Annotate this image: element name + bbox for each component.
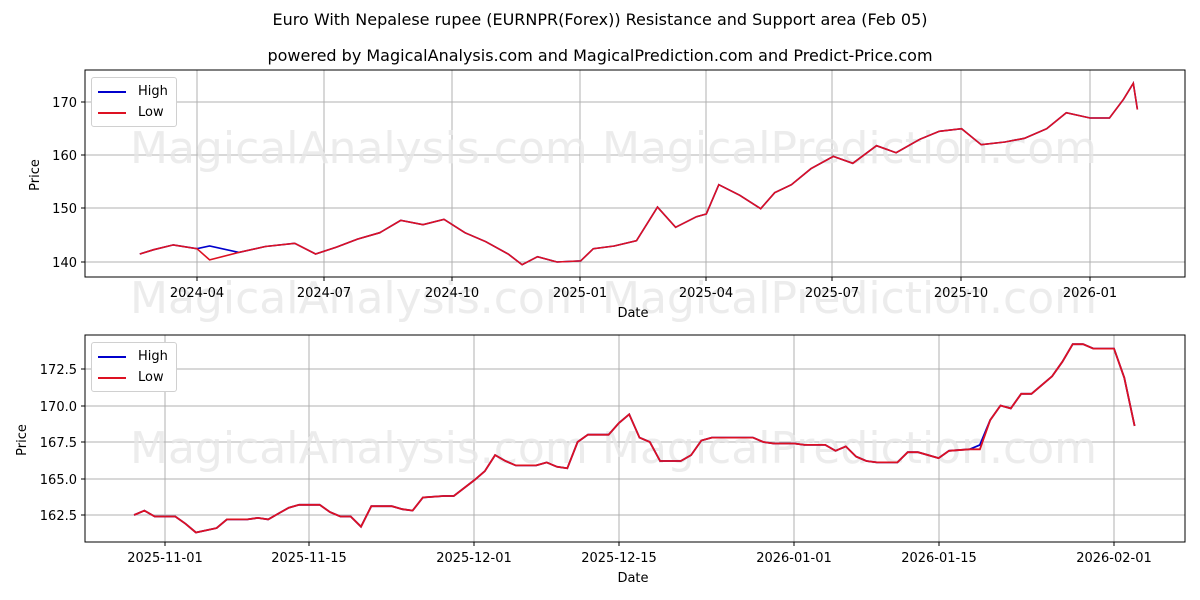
bottom-low-line <box>133 343 1136 534</box>
xtick-label: 2025-12-15 <box>581 551 657 566</box>
legend-swatch-high <box>98 355 126 358</box>
top-xlabel: Date <box>617 306 648 321</box>
xtick-label: 2025-07 <box>805 286 859 301</box>
top-ticks: 170 160 150 140 2024-04 2024-07 2024-10 2025-01… <box>52 96 1117 301</box>
xtick-label: 2025-04 <box>679 286 733 301</box>
top-panel: MagicalAnalysis.com MagicalPrediction.co… <box>28 69 1186 324</box>
xtick-label: 2026-01-15 <box>901 551 977 566</box>
top-legend: High Low <box>91 77 177 127</box>
legend-item-high: High <box>98 81 168 102</box>
ytick-label: 170.0 <box>40 400 77 415</box>
watermark-top-2: MagicalPrediction.com <box>602 123 1097 174</box>
legend-label-low: Low <box>138 370 164 385</box>
watermark-bottom-2: MagicalPrediction.com <box>602 423 1097 474</box>
xtick-label: 2024-04 <box>170 286 224 301</box>
legend-label-low: Low <box>138 105 164 120</box>
bottom-ylabel: Price <box>15 424 30 456</box>
bottom-ticks: 172.5 170.0 167.5 165.0 162.5 2025-11-01 2025-… <box>40 363 1152 566</box>
xtick-label: 2025-01 <box>553 286 607 301</box>
watermark-top-4: MagicalPrediction.com <box>602 273 1097 324</box>
legend-item-low: Low <box>98 367 168 388</box>
ytick-label: 170 <box>52 96 77 111</box>
legend-label-high: High <box>138 84 168 99</box>
xtick-label: 2025-11-01 <box>127 551 203 566</box>
xtick-label: 2026-01 <box>1063 286 1117 301</box>
top-ylabel: Price <box>28 159 43 191</box>
legend-label-high: High <box>138 349 168 364</box>
top-axes-frame <box>84 69 1186 278</box>
bottom-xlabel: Date <box>617 571 648 586</box>
legend-swatch-low <box>98 111 126 114</box>
ytick-label: 172.5 <box>40 363 77 378</box>
legend-swatch-high <box>98 90 126 93</box>
watermark-bottom-1: MagicalAnalysis.com <box>130 423 588 474</box>
xtick-label: 2026-01-01 <box>756 551 832 566</box>
xtick-label: 2024-10 <box>425 286 479 301</box>
ytick-label: 162.5 <box>40 509 77 524</box>
top-grid <box>85 70 1185 277</box>
legend-item-high: High <box>98 346 168 367</box>
top-low-line <box>139 81 1139 266</box>
chart-title: Euro With Nepalese rupee (EURNPR(Forex))… <box>272 10 928 29</box>
xtick-label: 2025-12-01 <box>436 551 512 566</box>
ytick-label: 167.5 <box>40 436 77 451</box>
watermark-top-3: MagicalAnalysis.com <box>130 273 588 324</box>
chart-subtitle: powered by MagicalAnalysis.com and Magic… <box>267 46 933 65</box>
ytick-label: 160 <box>52 149 77 164</box>
watermark-top-1: MagicalAnalysis.com <box>130 123 588 174</box>
ytick-label: 165.0 <box>40 473 77 488</box>
xtick-label: 2025-10 <box>934 286 988 301</box>
ytick-label: 150 <box>52 202 77 217</box>
xtick-label: 2026-02-01 <box>1076 551 1152 566</box>
bottom-panel: MagicalAnalysis.com MagicalPrediction.co… <box>15 334 1186 586</box>
bottom-axes-frame <box>84 334 1186 543</box>
xtick-label: 2025-11-15 <box>271 551 347 566</box>
legend-item-low: Low <box>98 102 168 123</box>
legend-swatch-low <box>98 376 126 379</box>
ytick-label: 140 <box>52 256 77 271</box>
xtick-label: 2024-07 <box>297 286 351 301</box>
bottom-legend: High Low <box>91 342 177 392</box>
